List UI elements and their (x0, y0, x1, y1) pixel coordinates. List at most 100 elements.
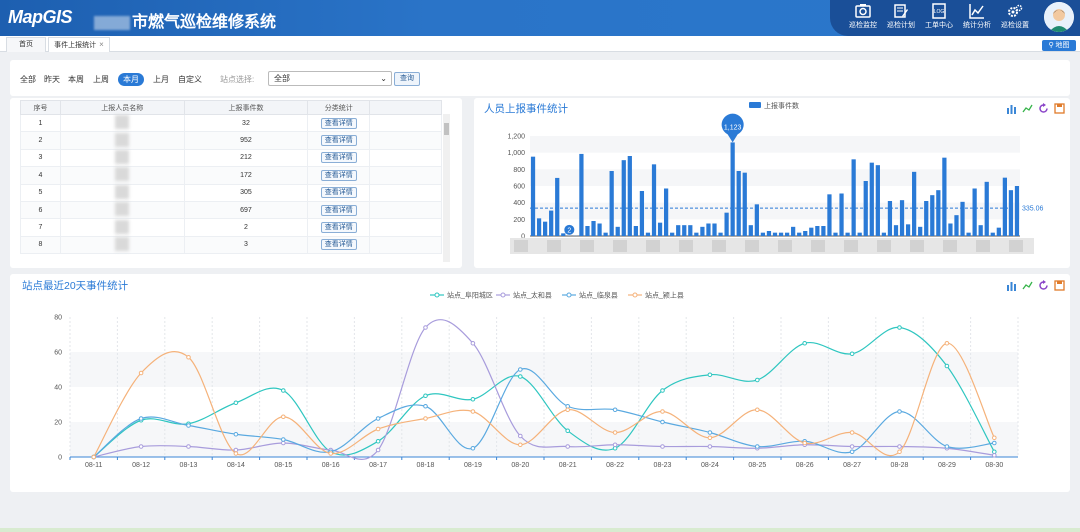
nav-item-plan[interactable]: 巡检计划 (882, 3, 920, 30)
tab-home[interactable]: 首页 (6, 37, 46, 52)
tab-event-stats[interactable]: 事件上报统计 × (48, 37, 110, 52)
bar (609, 171, 614, 236)
period-yesterday[interactable]: 昨天 (44, 75, 60, 84)
nav-label: 巡检计划 (887, 22, 915, 29)
x-tick-label: 08-25 (748, 462, 766, 469)
cell-no: 8 (20, 236, 61, 255)
grid-band (530, 136, 1020, 153)
x-tick-label: 08-16 (322, 462, 340, 469)
table-scroll-thumb[interactable] (444, 123, 449, 135)
station-select[interactable]: 全部 ⌄ (268, 71, 392, 86)
view-detail-button[interactable]: 查看详情 (320, 117, 357, 129)
data-point (612, 442, 618, 448)
cell-category: 查看详情 (307, 166, 371, 185)
user-avatar[interactable] (1044, 2, 1074, 32)
refresh-icon[interactable] (1038, 103, 1049, 114)
save-image-icon[interactable] (1054, 103, 1065, 114)
logo-text: MapGIS (8, 7, 73, 27)
view-detail-button[interactable]: 查看详情 (320, 222, 357, 234)
close-icon[interactable]: × (99, 40, 104, 49)
bar (791, 226, 796, 236)
bar (899, 200, 905, 236)
redacted-name-block (547, 240, 561, 252)
view-detail-button[interactable]: 查看详情 (320, 204, 357, 216)
data-point (470, 445, 476, 451)
bar-view-icon[interactable] (1006, 103, 1017, 114)
data-point (375, 416, 381, 421)
app-header: MapGIS 市燃气巡检维修系统 巡检监控 巡检计划 LOG 工单中心 统计分析… (0, 0, 1080, 36)
bar (621, 160, 626, 236)
map-button[interactable]: ⚲ 地图 (1042, 40, 1076, 51)
data-point (707, 372, 713, 378)
view-detail-button[interactable]: 查看详情 (320, 169, 357, 181)
x-tick-label: 08-24 (701, 462, 719, 469)
data-point (470, 340, 476, 346)
status-strip (0, 528, 1080, 532)
bar (1008, 190, 1014, 236)
station-select-value: 全部 (274, 74, 290, 83)
data-point (375, 447, 381, 453)
col-count[interactable]: 上报事件数 (183, 100, 309, 115)
data-point (470, 409, 476, 414)
data-point (186, 354, 191, 360)
data-point (897, 449, 902, 455)
data-point (707, 435, 713, 441)
data-point (849, 351, 855, 357)
log-icon: LOG (932, 3, 946, 19)
table-scrollbar[interactable] (443, 114, 450, 262)
table-body: 1 32 查看详情 2 952 查看详情 3 212 查看详情 4 172 查看详情 5 305 查看详情 6… (20, 114, 442, 255)
nav-item-workorder[interactable]: LOG 工单中心 (920, 3, 958, 30)
view-detail-button[interactable]: 查看详情 (320, 187, 357, 199)
redacted-name (115, 132, 130, 147)
map-button-label: 地图 (1055, 42, 1070, 49)
nav-item-monitor[interactable]: 巡检监控 (844, 3, 882, 30)
data-point (423, 416, 428, 421)
bar (603, 232, 608, 236)
save-image-icon[interactable] (1054, 280, 1065, 291)
bar (803, 231, 808, 236)
col-no[interactable]: 序号 (20, 100, 61, 115)
data-point (518, 433, 523, 439)
period-this-month[interactable]: 本月 (118, 73, 144, 86)
view-detail-button[interactable]: 查看详情 (320, 135, 357, 147)
line-view-icon[interactable] (1022, 103, 1033, 114)
nav-label: 巡检监控 (849, 22, 877, 29)
nav-item-settings[interactable]: 巡检设置 (996, 3, 1034, 30)
nav-item-stats[interactable]: 统计分析 (958, 3, 996, 30)
reporter-table-panel: 序号 上报人员名称 上报事件数 分类统计 1 32 查看详情 2 952 查看详情 3 212… (10, 98, 462, 268)
bar (536, 218, 542, 236)
bar (905, 224, 911, 236)
cell-no: 6 (20, 201, 61, 220)
data-point (897, 444, 902, 449)
legend-label: 站点_颍上县 (645, 291, 684, 300)
bar-chart-title: 人员上报事件统计 (484, 103, 568, 115)
legend-marker (632, 292, 638, 298)
bar (797, 232, 802, 236)
bar (966, 232, 971, 236)
data-point (186, 423, 191, 428)
bar (1014, 186, 1020, 236)
bar (954, 215, 959, 236)
refresh-icon[interactable] (1038, 280, 1049, 291)
bar (930, 195, 935, 236)
cell-spacer (369, 149, 442, 168)
line-view-icon[interactable] (1022, 280, 1033, 291)
redacted-name (115, 149, 130, 164)
query-button[interactable]: 查询 (394, 72, 420, 86)
cell-spacer (369, 236, 442, 255)
view-detail-button[interactable]: 查看详情 (320, 152, 357, 164)
data-point (375, 438, 381, 444)
tab-label: 事件上报统计 (54, 42, 97, 49)
col-name[interactable]: 上报人员名称 (59, 100, 185, 115)
period-all[interactable]: 全部 (20, 75, 36, 84)
bar (990, 232, 995, 236)
period-custom[interactable]: 自定义 (178, 75, 202, 84)
period-last-week[interactable]: 上周 (93, 75, 109, 84)
period-this-week[interactable]: 本周 (68, 75, 84, 84)
cell-category: 查看详情 (307, 149, 371, 168)
period-last-month[interactable]: 上月 (153, 75, 169, 84)
col-category[interactable]: 分类统计 (307, 100, 371, 115)
view-detail-button[interactable]: 查看详情 (320, 239, 357, 251)
bar-view-icon[interactable] (1006, 280, 1017, 291)
legend-marker (566, 292, 572, 298)
